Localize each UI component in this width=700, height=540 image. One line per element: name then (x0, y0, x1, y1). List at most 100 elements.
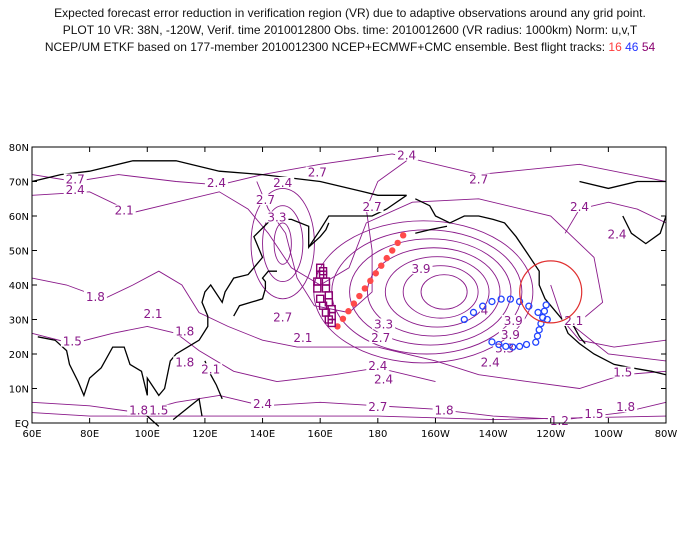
contour-label-bg (479, 304, 489, 316)
track-46-point (533, 332, 542, 340)
track-16-point (345, 308, 352, 315)
lon-label: 120W (536, 429, 565, 440)
contour-label-bg (112, 204, 136, 216)
track-46-point (509, 343, 517, 351)
track-46-point (515, 297, 524, 306)
contour-lines (31, 153, 667, 421)
contour-label-bg (147, 404, 171, 416)
coastline (415, 225, 448, 234)
lat-label: 20N (9, 350, 29, 361)
contour-label: 1.8 (175, 355, 194, 369)
longitude-labels: 60E 80E 100E 120E 140E 160E 180 160W 140W 120W 100… (22, 429, 677, 440)
lat-label: EQ (15, 419, 29, 430)
contour-label-bg (60, 335, 84, 347)
contour-label-bg (547, 415, 571, 426)
track-16-point (383, 254, 390, 262)
contour-line (31, 270, 667, 389)
track-16-point (399, 232, 407, 239)
contour-label-bg (265, 211, 289, 223)
axis-ticks (31, 146, 667, 424)
track-16-label: 16 (608, 40, 622, 54)
lat-label: 70N (9, 178, 29, 189)
contour-line (31, 153, 667, 186)
lon-label: 160E (307, 429, 332, 440)
lon-label: 140E (250, 429, 275, 440)
title-line-3: NCEP/UM ETKF based on 177-member 2010012… (0, 40, 700, 54)
latitude-labels: EQ 10N 20N 30N 40N 50N 60N 70N 80N (9, 143, 29, 430)
contour-label: 1.2 (550, 414, 569, 428)
lat-label: 50N (9, 247, 29, 258)
contour-label: 1.8 (129, 404, 148, 418)
contour-line (384, 256, 490, 328)
track-46-point (532, 338, 540, 346)
contour-line (349, 238, 512, 346)
contour-line (564, 201, 667, 234)
lon-label: 60E (22, 429, 41, 440)
contour-line (31, 325, 436, 383)
contour-label-bg (173, 325, 197, 337)
coastline (172, 397, 203, 421)
contour-label: 1.8 (175, 324, 194, 338)
track-16-point (361, 285, 369, 292)
contour-label-bg (467, 173, 491, 185)
track-16-point (372, 270, 380, 277)
contour-label: 3.3 (267, 210, 286, 224)
lat-label: 30N (9, 316, 29, 327)
track-46-point (488, 338, 496, 346)
track-46-point (488, 297, 496, 306)
contour-label: 1.8 (435, 404, 454, 418)
contour-label-bg (366, 401, 390, 413)
contour-label-bg (83, 290, 107, 302)
contour-label-bg (366, 359, 390, 371)
lon-label: 160W (421, 429, 450, 440)
contour-label: 2.7 (368, 400, 387, 414)
lon-label: 80E (80, 429, 99, 440)
lon-label: 140W (479, 429, 508, 440)
contour-label-bg (562, 314, 586, 326)
contour-label-bg (501, 314, 525, 326)
contour-label: 2.7 (363, 200, 382, 214)
track-54-point (321, 284, 331, 293)
coastline (622, 215, 667, 245)
track-46-point (469, 308, 478, 317)
track-54-point (315, 263, 325, 272)
contour-label-bg (360, 201, 384, 213)
track-54-label: 54 (641, 40, 656, 54)
contour-label: 2.7 (308, 166, 327, 180)
title-line-1: Expected forecast error reduction in ver… (54, 6, 646, 20)
contour-label: 3.3 (495, 342, 514, 356)
contour-label-bg (582, 408, 606, 420)
contour-label-bg (63, 173, 87, 185)
lon-label: 100E (135, 429, 160, 440)
contour-label: 2.4 (570, 200, 589, 214)
track-46-point (515, 342, 524, 351)
lon-label: 120E (192, 429, 217, 440)
title-line-2: PLOT 10 VR: 38N, -120W, Verif. time 2010… (62, 23, 638, 37)
contour-label: 3.9 (411, 262, 430, 276)
coastline (31, 160, 407, 196)
contour-label-bg (409, 263, 433, 275)
contour-label: 3.9 (504, 314, 523, 328)
track-46-point (506, 295, 515, 303)
track-16-point (350, 300, 358, 307)
contour-label: 2.4 (397, 148, 416, 162)
track-46-point (522, 340, 531, 349)
flight-track-16 (334, 232, 407, 330)
contour-label: 2.7 (66, 173, 85, 187)
lon-label: 100W (594, 429, 623, 440)
contour-label-bg (498, 328, 522, 340)
contour-label-bg (372, 373, 396, 385)
contour-label-bg (568, 201, 592, 213)
contour-label: 2.4 (253, 397, 272, 411)
contour-label: 2.1 (201, 362, 220, 376)
contour-line (550, 284, 667, 348)
contour-label: 2.1 (143, 307, 162, 321)
lon-label: 80W (655, 429, 678, 440)
track-54-point (313, 284, 322, 293)
contour-label: 2.1 (293, 331, 312, 345)
contour-line (402, 265, 479, 319)
contour-label-bg (614, 401, 638, 413)
contour-line (250, 187, 315, 300)
contour-label-bg (291, 332, 315, 344)
contour-label-bg (173, 356, 197, 368)
